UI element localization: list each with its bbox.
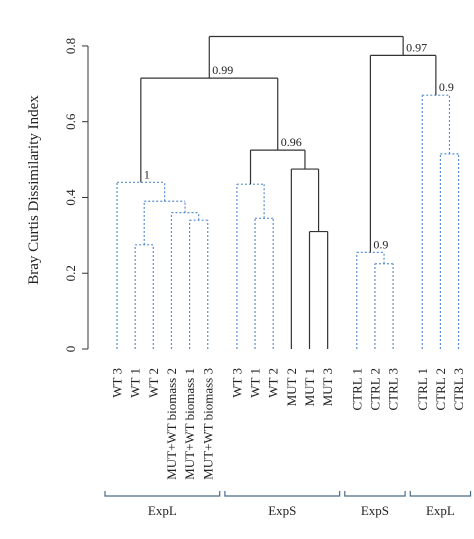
- y-tick-label: 0.2: [63, 265, 78, 281]
- y-tick-label: 0: [63, 346, 78, 353]
- group-brackets: ExpL ExpS ExpS ExpL: [104, 491, 472, 518]
- group-bracket: [344, 491, 406, 497]
- leaf-label: MUT 2: [284, 368, 299, 406]
- node-labels: 1 0.96 0.99 0.9 0.9 0.97: [144, 40, 454, 251]
- leaf-label: CTRL 2: [433, 368, 448, 411]
- y-axis-label: Bray Curtis Dissimilarity Index: [26, 95, 42, 285]
- node-support-label: 0.96: [281, 135, 302, 149]
- leaf-label: CTRL 3: [386, 368, 401, 411]
- group-bracket: [224, 491, 341, 497]
- leaf-label: WT 2: [266, 368, 281, 398]
- leaf-label: MUT 3: [320, 368, 335, 406]
- y-tick-label: 0.4: [63, 189, 78, 206]
- leaf-label: CTRL 3: [451, 368, 466, 411]
- leaf-label: MUT 1: [302, 368, 317, 406]
- y-axis: 0 0.2 0.4 0.6 0.8: [63, 38, 89, 353]
- group-label: ExpS: [361, 503, 389, 518]
- leaf-label: MUT+WT biomass 3: [200, 368, 215, 480]
- group-bracket: [104, 491, 221, 497]
- leaf-label: MUT+WT biomass 1: [182, 368, 197, 480]
- group-label: ExpL: [426, 503, 455, 518]
- node-support-label: 0.99: [212, 63, 233, 77]
- group-label: ExpL: [148, 503, 177, 518]
- leaf-label: WT 3: [110, 368, 125, 398]
- leaf-label: CTRL 1: [415, 368, 430, 411]
- leaf-label: MUT+WT biomass 2: [164, 368, 179, 480]
- leaf-label: WT 2: [146, 368, 161, 398]
- leaf-label: WT 1: [128, 368, 143, 398]
- y-tick-label: 0.8: [63, 38, 78, 54]
- leaf-label: WT 1: [248, 368, 263, 398]
- dendrogram-tree: [116, 35, 460, 349]
- leaf-label: CTRL 1: [349, 368, 364, 411]
- leaf-label: WT 3: [229, 368, 244, 398]
- node-support-label: 0.97: [406, 40, 427, 54]
- leaf-label: CTRL 2: [367, 368, 382, 411]
- node-support-label: 0.9: [439, 80, 454, 94]
- group-bracket: [409, 491, 472, 497]
- y-tick-label: 0.6: [63, 113, 78, 130]
- node-support-label: 0.9: [373, 237, 388, 251]
- leaf-labels: WT 3 WT 1 WT 2 MUT+WT biomass 2 MUT+WT bioma…: [110, 368, 467, 480]
- group-label: ExpS: [268, 503, 296, 518]
- node-support-label: 1: [144, 167, 150, 181]
